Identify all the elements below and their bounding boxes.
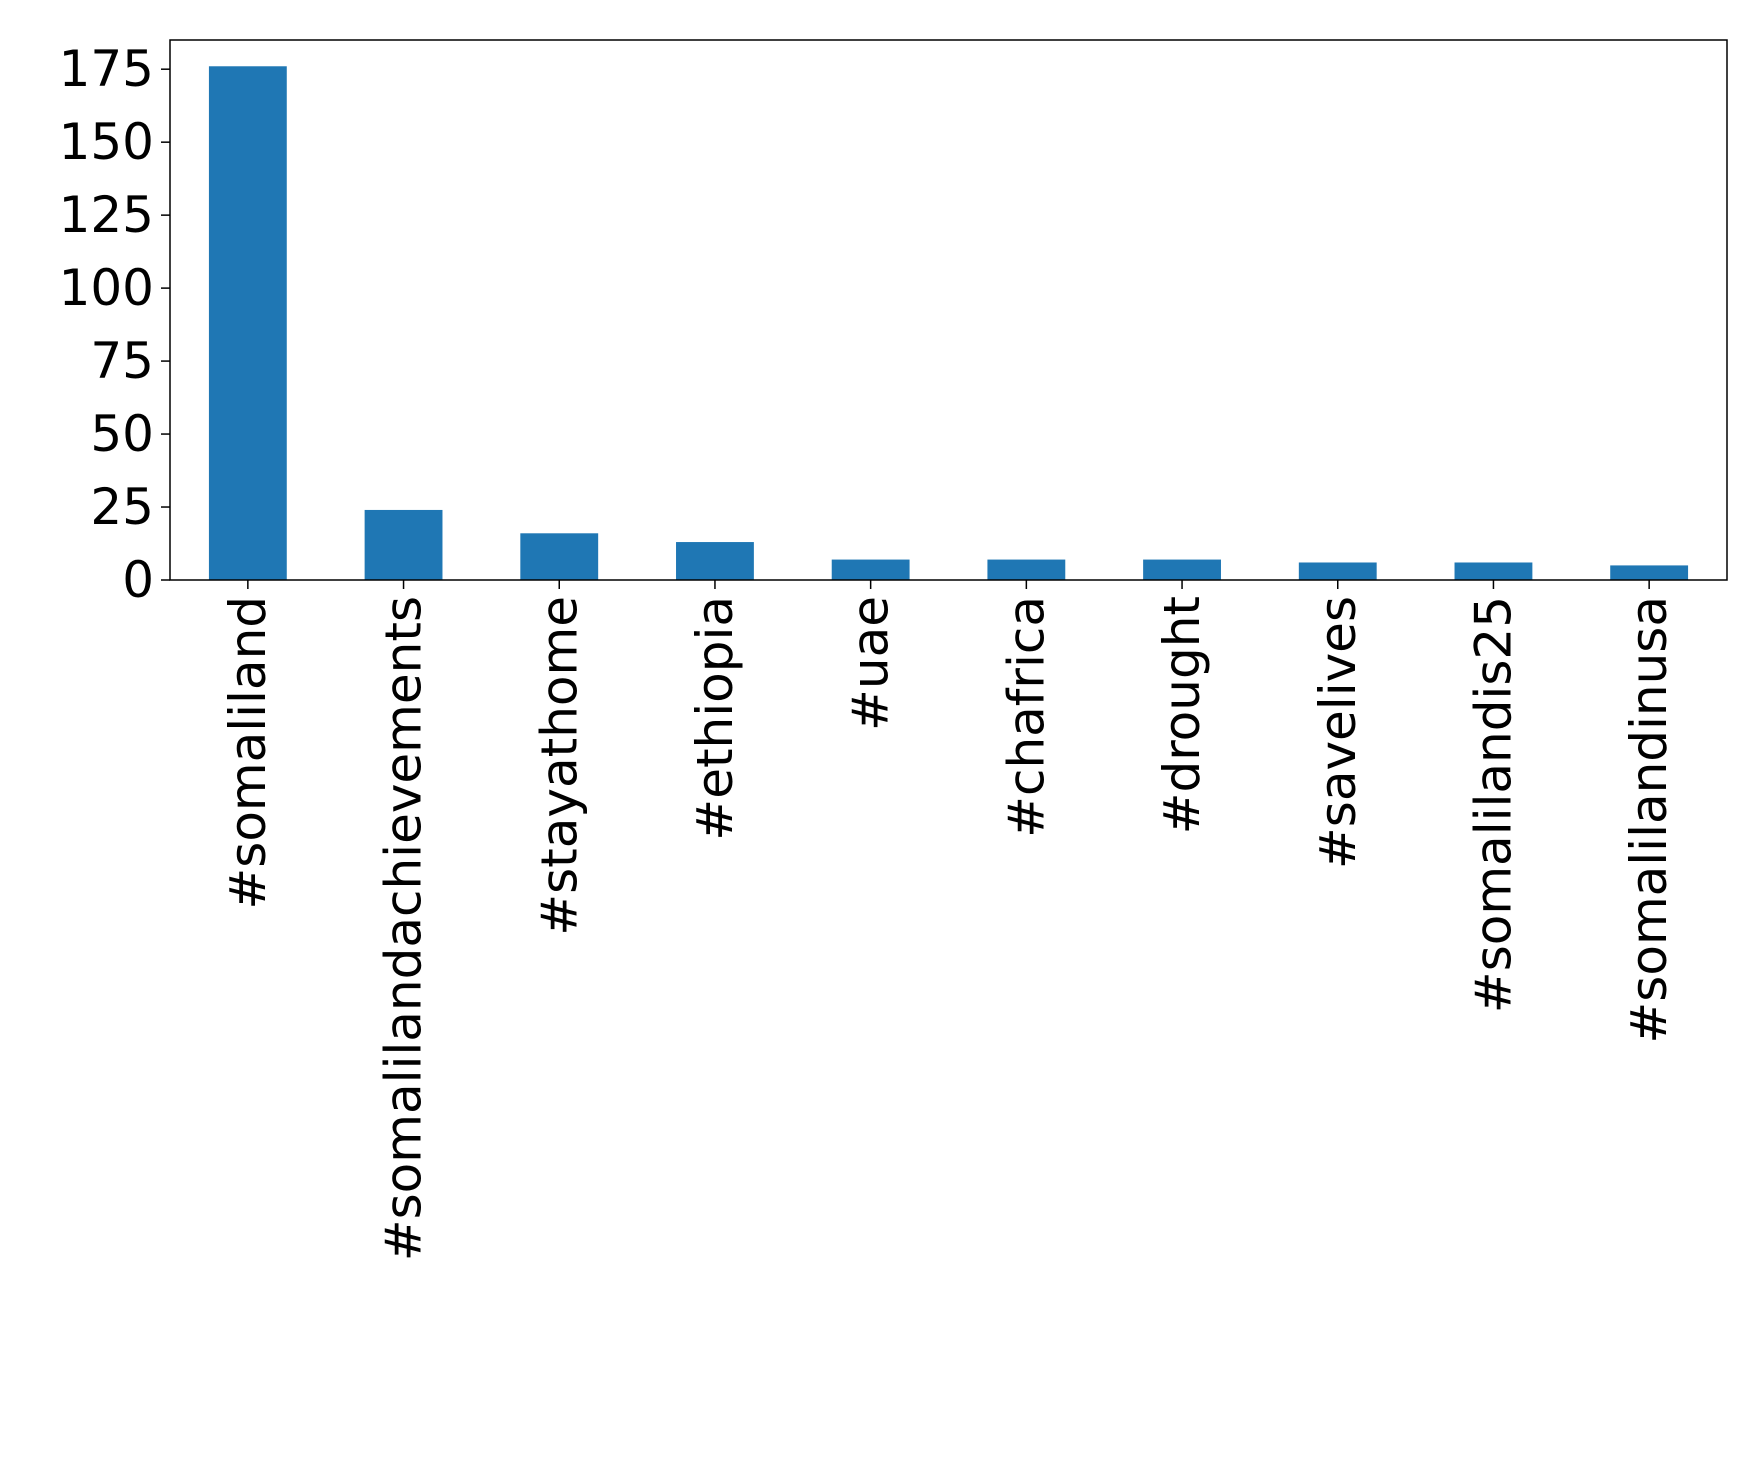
bar-ethiopia [676,542,754,580]
bar-drought [1143,559,1221,580]
bar-uae [831,559,910,580]
bar-savelives [1298,562,1377,580]
y-axis: 0 25 50 75 100 125 150 175 [59,40,170,609]
y-tick-label: 75 [90,332,154,390]
bar-somalilandinusa [1610,565,1689,580]
bar-chafrica [987,559,1066,580]
bar-somaliland [208,66,287,581]
y-tick-label: 0 [122,551,154,609]
plot-frame [169,39,1728,581]
x-tick-label: #somalilandis25 [1464,596,1522,1013]
x-tick-label: #savelives [1309,596,1367,869]
y-tick-label: 150 [59,113,154,171]
x-tick-label: #drought [1153,596,1211,834]
y-tick-label: 25 [90,478,154,536]
x-tick-label: #somalilandinusa [1620,596,1678,1044]
x-tick-label: #uae [842,596,900,731]
x-axis: #somaliland #somalilandachievements #staya… [219,580,1678,1261]
bar-somalilandachievements [364,509,443,580]
bar-somalilandis25 [1454,562,1533,580]
bar-stayathome [520,533,599,580]
y-tick-label: 125 [59,186,154,244]
bars-group [208,66,1689,581]
x-tick-label: #chafrica [997,596,1055,838]
x-tick-label: #ethiopia [686,596,744,841]
x-tick-label: #stayathome [530,596,588,936]
x-tick-label: #somaliland [219,596,277,910]
y-tick-label: 50 [90,405,154,463]
y-tick-label: 175 [59,40,154,98]
x-tick-label: #somalilandachievements [375,596,433,1261]
y-tick-label: 100 [59,259,154,317]
